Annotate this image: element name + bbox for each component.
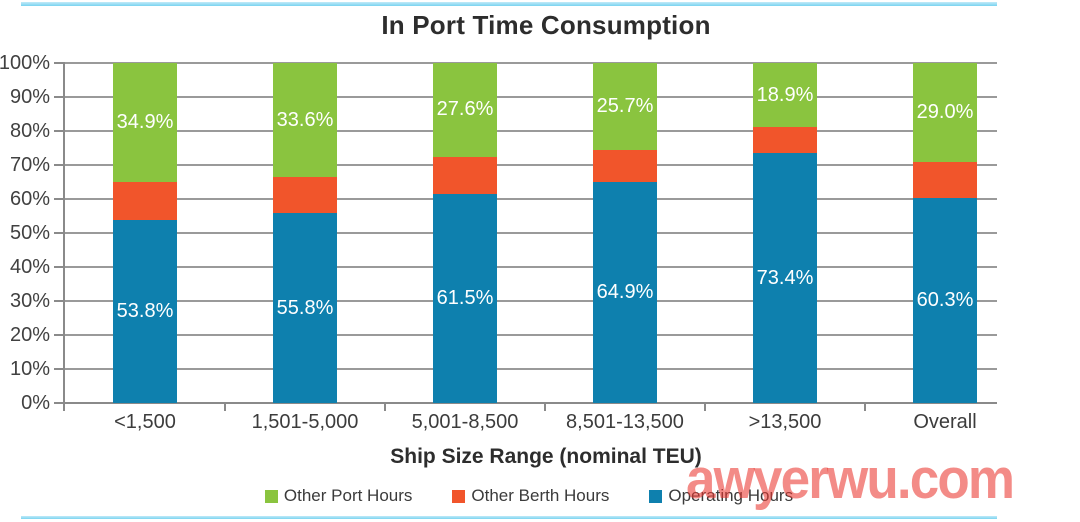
bar-data-label: 61.5% (436, 286, 494, 309)
gridline (65, 334, 997, 336)
bar-data-label: 25.7% (596, 95, 654, 118)
legend-item-other-port-hours: Other Port Hours (264, 486, 413, 506)
top-divider-rule (21, 2, 997, 6)
gridline (65, 62, 997, 64)
gridline (65, 402, 997, 404)
y-tick-label: 20% (9, 324, 50, 346)
bar-data-label: 73.4% (756, 266, 814, 289)
bar-segment-operating-hours: 73.4% (753, 153, 817, 403)
x-tick-label: 5,001-8,500 (411, 411, 519, 433)
y-tick-label: 90% (9, 86, 50, 108)
bar-segment-other-berth-hours (113, 181, 177, 221)
y-axis-line (63, 63, 65, 411)
x-axis-tick (224, 403, 226, 411)
x-tick-label: Overall (913, 411, 977, 433)
bar-data-label: 27.6% (436, 98, 494, 121)
bar-segment-other-berth-hours (433, 156, 497, 194)
bar-data-label: 53.8% (116, 300, 174, 323)
y-tick-label: 70% (9, 154, 50, 176)
bar-segment-other-port-hours: 29.0% (913, 63, 977, 162)
bar-segment-other-port-hours: 33.6% (273, 63, 337, 178)
bar: 18.9% 73.4% (753, 63, 817, 403)
bottom-divider-rule (21, 516, 997, 519)
gridline (65, 300, 997, 302)
y-axis-tick (54, 266, 65, 268)
x-axis-tick (704, 403, 706, 411)
bar: 25.7% 64.9% (593, 63, 657, 403)
bar-segment-other-berth-hours (913, 161, 977, 198)
gridline (65, 164, 997, 166)
gridline (65, 368, 997, 370)
bar-data-label: 33.6% (276, 108, 334, 131)
legend-label: Other Port Hours (283, 486, 413, 505)
gridline (65, 266, 997, 268)
bar-data-label: 18.9% (756, 83, 814, 106)
y-tick-label: 0% (21, 392, 50, 414)
x-axis-tick (544, 403, 546, 411)
y-tick-label: 30% (9, 290, 50, 312)
bar-data-label: 64.9% (596, 281, 654, 304)
bar-segment-other-port-hours: 34.9% (113, 63, 177, 182)
bar-segment-operating-hours: 53.8% (113, 220, 177, 403)
x-axis-title: Ship Size Range (nominal TEU) (390, 445, 702, 468)
y-axis-tick (54, 368, 65, 370)
legend-swatch-icon (452, 489, 466, 503)
bar-segment-other-port-hours: 18.9% (753, 63, 817, 128)
y-axis-tick (54, 164, 65, 166)
x-tick-label: <1,500 (114, 411, 176, 433)
y-axis-tick (54, 334, 65, 336)
y-tick-label: 50% (9, 222, 50, 244)
gridline (65, 232, 997, 234)
y-axis-tick (54, 96, 65, 98)
bar-segment-other-port-hours: 27.6% (433, 63, 497, 157)
y-axis-tick (54, 232, 65, 234)
y-axis-tick (54, 130, 65, 132)
y-axis-tick (54, 198, 65, 200)
y-tick-label: 80% (9, 120, 50, 142)
y-tick-label: 10% (9, 358, 50, 380)
x-tick-label: 1,501-5,000 (251, 411, 359, 433)
bar: 33.6% 55.8% (273, 63, 337, 403)
y-axis-tick (54, 402, 65, 404)
legend-label: Operating Hours (668, 486, 794, 505)
bar-data-label: 60.3% (916, 288, 974, 311)
legend-item-other-berth-hours: Other Berth Hours (452, 486, 609, 506)
bar-segment-operating-hours: 64.9% (593, 182, 657, 403)
legend: Other Port Hours Other Berth Hours Operati… (61, 486, 997, 506)
gridline (65, 198, 997, 200)
legend-label: Other Berth Hours (471, 486, 610, 505)
x-tick-label: >13,500 (748, 411, 822, 433)
bar-data-label: 55.8% (276, 296, 334, 319)
y-axis-tick (54, 300, 65, 302)
bar: 29.0% 60.3% (913, 63, 977, 403)
y-tick-label: 40% (9, 256, 50, 278)
y-tick-label: 100% (0, 52, 50, 74)
bar-segment-operating-hours: 60.3% (913, 197, 977, 403)
bar-segment-other-berth-hours (593, 150, 657, 183)
chart-title: In Port Time Consumption (381, 10, 711, 40)
x-axis-tick (864, 403, 866, 411)
bar-data-label: 29.0% (916, 100, 974, 123)
bar-segment-other-port-hours: 25.7% (593, 63, 657, 151)
gridline (65, 130, 997, 132)
x-axis-tick (384, 403, 386, 411)
bar-data-label: 34.9% (116, 110, 174, 133)
gridline (65, 96, 997, 98)
bar-segment-other-berth-hours (273, 177, 337, 214)
legend-item-operating-hours: Operating Hours (649, 486, 793, 506)
bar-segment-operating-hours: 55.8% (273, 213, 337, 403)
bar: 34.9% 53.8% (113, 63, 177, 403)
y-tick-label: 60% (9, 188, 50, 210)
legend-swatch-icon (649, 489, 663, 503)
bar: 27.6% 61.5% (433, 63, 497, 403)
bar-segment-other-berth-hours (753, 127, 817, 154)
bar-segment-operating-hours: 61.5% (433, 193, 497, 403)
legend-swatch-icon (264, 489, 278, 503)
x-tick-label: 8,501-13,500 (566, 411, 684, 433)
y-axis-tick (54, 62, 65, 64)
